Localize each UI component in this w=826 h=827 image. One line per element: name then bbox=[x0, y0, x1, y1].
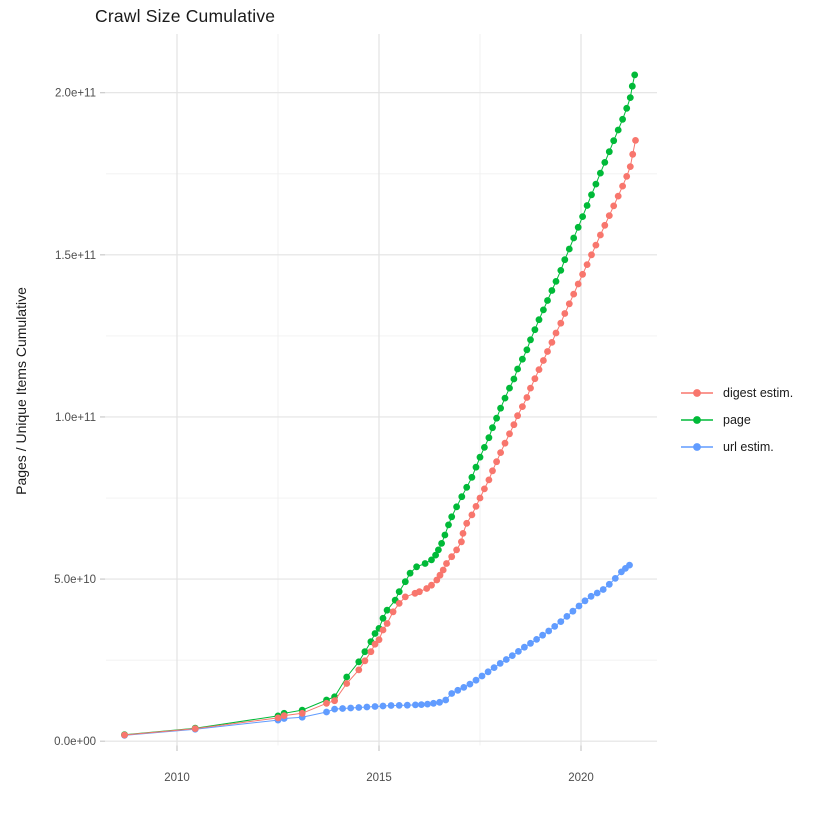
x-axis-tick-labels: 2010 2015 2020 bbox=[164, 772, 594, 784]
grid-minor bbox=[106, 34, 657, 746]
legend-item-url-estim: url estim. bbox=[680, 433, 793, 460]
legend: digest estim. page url estim. bbox=[680, 379, 793, 460]
svg-text:2020: 2020 bbox=[568, 772, 594, 784]
svg-text:2015: 2015 bbox=[366, 772, 392, 784]
legend-label: url estim. bbox=[723, 439, 774, 454]
legend-item-page: page bbox=[680, 406, 793, 433]
axis-ticks bbox=[100, 92, 582, 751]
series-url-estim bbox=[121, 561, 633, 739]
y-axis-tick-labels: 0.0e+00 5.0e+10 1.0e+11 1.5e+11 2.0e+11 bbox=[54, 88, 96, 749]
legend-label: page bbox=[723, 412, 751, 427]
legend-line-dot-icon bbox=[681, 442, 713, 451]
legend-item-digest-estim: digest estim. bbox=[680, 379, 793, 406]
grid-major bbox=[106, 34, 657, 746]
legend-line-dot-icon bbox=[681, 388, 713, 397]
legend-line-dot-icon bbox=[681, 415, 713, 424]
series-digest-estim bbox=[121, 137, 639, 739]
svg-text:1.5e+11: 1.5e+11 bbox=[55, 250, 96, 262]
svg-text:0.0e+00: 0.0e+00 bbox=[54, 736, 96, 748]
svg-text:1.0e+11: 1.0e+11 bbox=[55, 412, 96, 424]
svg-text:2.0e+11: 2.0e+11 bbox=[55, 88, 96, 100]
svg-text:5.0e+10: 5.0e+10 bbox=[54, 574, 96, 586]
svg-text:2010: 2010 bbox=[164, 772, 190, 784]
plot-title: Crawl Size Cumulative bbox=[95, 6, 276, 26]
y-axis-title: Pages / Unique Items Cumulative bbox=[13, 287, 29, 495]
series-page bbox=[121, 71, 639, 739]
legend-label: digest estim. bbox=[723, 385, 794, 400]
